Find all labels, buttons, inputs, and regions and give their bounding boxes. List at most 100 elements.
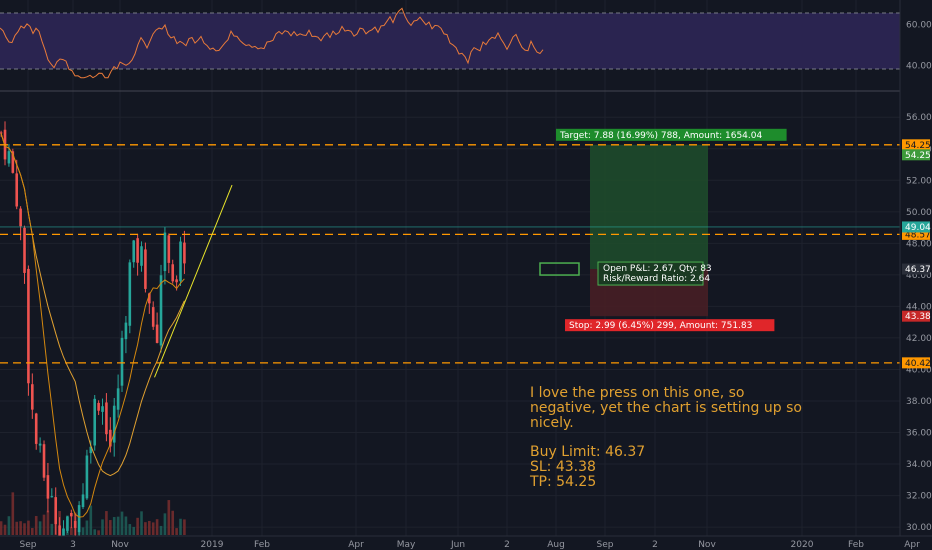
candle-body (136, 238, 139, 263)
target-label: Target: 7.88 (16.99%) 788, Amount: 1654.… (556, 128, 787, 141)
candle-body (112, 405, 116, 443)
time-tick-label: 2 (504, 540, 510, 550)
annotation-note[interactable]: I love the press on this one, so negativ… (530, 386, 820, 490)
price-tick-label: 46.00 (906, 271, 932, 281)
time-tick-label: May (397, 540, 416, 550)
axis-tag-text: 46.37 (905, 265, 931, 275)
candle-body (0, 132, 3, 134)
rsi-tick-label: 60.00 (906, 21, 932, 31)
axis-tag-1 (902, 263, 930, 275)
candle-body (66, 516, 69, 531)
candle-body (70, 512, 73, 517)
candle-body (93, 398, 97, 446)
candle-body (81, 494, 85, 508)
ma-fast-line (0, 133, 185, 518)
volume-bar (175, 528, 178, 535)
candle-body (58, 525, 61, 541)
volume-bar (0, 521, 3, 535)
candle-body (105, 402, 108, 435)
axis-tag-0 (902, 149, 930, 161)
volume-bar (34, 516, 38, 535)
target-zone (590, 144, 708, 270)
position-labels: Target: 7.88 (16.99%) 788, Amount: 1654.… (556, 128, 787, 332)
volume-bar (19, 521, 22, 535)
candles (0, 121, 186, 548)
candle-body (38, 443, 42, 446)
candle-body (155, 324, 159, 343)
volume-bar (144, 522, 147, 535)
candle-body (171, 264, 175, 282)
volume-bar (89, 505, 93, 535)
price-tick-label: 34.00 (906, 460, 932, 470)
candle-body (50, 496, 54, 498)
volume-bar (109, 520, 112, 535)
pnl-text: Open P&L: 2.67, Qty: 83 (603, 264, 712, 274)
level-tag-text: 48.57 (905, 230, 931, 240)
price-tick-label: 36.00 (906, 429, 932, 439)
time-tick-label: Feb (848, 540, 864, 550)
volume-bar (148, 520, 151, 535)
volume-bar (159, 525, 163, 535)
candle-body (163, 232, 167, 272)
volume-bar (155, 519, 159, 535)
candle-body (159, 275, 163, 346)
price-tick-label: 32.00 (906, 492, 932, 502)
price-tick-label: 38.00 (906, 397, 932, 407)
volume-bar (23, 523, 26, 535)
volume-bar (38, 521, 42, 535)
price-tick-label: 30.00 (906, 523, 932, 533)
candle-body (7, 151, 11, 164)
price-tick-label: 44.00 (906, 302, 932, 312)
volume-bar (171, 510, 175, 535)
volume-bar (97, 530, 100, 535)
note-take-profit: TP: 54.25 (530, 474, 597, 490)
volume-bar (81, 527, 85, 535)
time-tick-label: Jun (450, 540, 465, 550)
candle-body (124, 322, 128, 340)
volume-bar (101, 519, 104, 535)
target-label-text: Target: 7.88 (16.99%) 788, Amount: 1654.… (559, 131, 762, 141)
volume-bar (70, 527, 73, 535)
candle-body (85, 455, 89, 499)
candle-body (128, 262, 132, 326)
candle-body (46, 475, 50, 499)
volume-bar (105, 511, 108, 535)
candle-body (101, 406, 104, 412)
candle-body (42, 444, 46, 478)
level-tag-1 (902, 228, 930, 240)
volume-bar (151, 522, 155, 535)
grid-lines (0, 0, 913, 536)
trendline-segment (154, 184, 233, 378)
stop-label: Stop: 2.99 (6.45%) 299, Amount: 751.83 (565, 319, 775, 332)
time-tick-label: Nov (111, 540, 129, 550)
axis-tag-text: 54.25 (905, 151, 931, 161)
time-tick-label: Feb (254, 540, 270, 550)
time-tick-label: 3 (70, 540, 76, 550)
horizontal-levels[interactable] (0, 144, 900, 364)
candle-body (77, 505, 81, 533)
time-tick-label: 2 (652, 540, 658, 550)
candle-body (19, 208, 22, 227)
note-line-2: negative, yet the chart is setting up so (530, 400, 802, 416)
candle-body (89, 446, 93, 454)
volume-bar (27, 520, 30, 535)
time-tick-label: Sep (20, 540, 37, 550)
price-tick-label: 52.00 (906, 176, 932, 186)
candle-body (116, 388, 120, 410)
candle-body (62, 528, 65, 538)
stop-label-text: Stop: 2.99 (6.45%) 299, Amount: 751.83 (569, 321, 752, 331)
candle-body (140, 246, 143, 266)
trendline[interactable] (154, 184, 233, 378)
rsi-tick-label: 40.00 (906, 61, 932, 71)
volume-bar (93, 529, 97, 535)
volume-bar (120, 511, 124, 535)
candle-body (144, 249, 147, 289)
volume-bar (42, 514, 46, 535)
volume-bar (46, 510, 50, 535)
price-tick-label: 48.00 (906, 239, 932, 249)
volume-bar (136, 517, 139, 535)
volume-bar (124, 516, 128, 535)
level-tag-text: 54.25 (905, 141, 931, 151)
